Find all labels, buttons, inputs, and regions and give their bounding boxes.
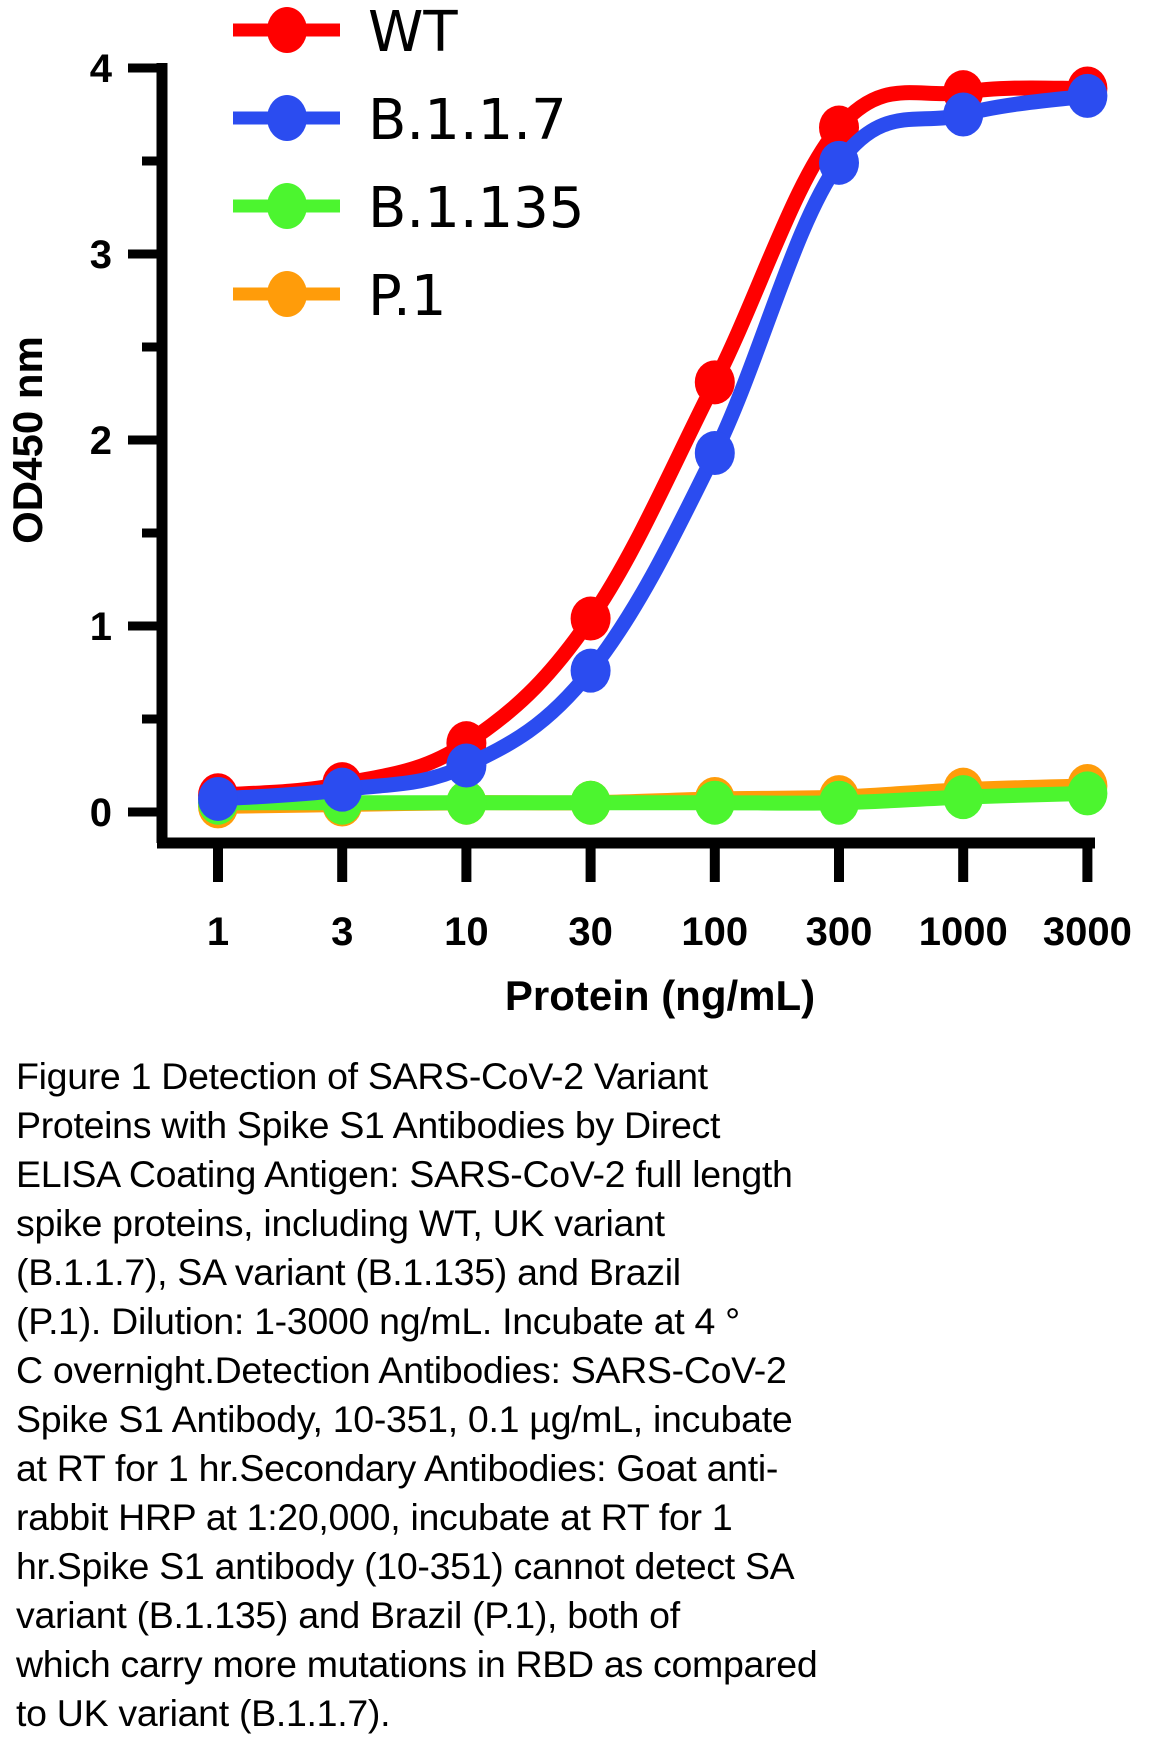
- data-point: [322, 767, 363, 812]
- data-point: [1067, 771, 1108, 816]
- data-point: [819, 105, 859, 150]
- x-ticks: 1 3 10 30 100 300 1000 3000: [207, 843, 1132, 954]
- y-axis-title: OD450 nm: [4, 336, 51, 544]
- x-axis-title: Protein (ng/mL): [505, 972, 815, 1019]
- data-point: [446, 780, 487, 825]
- data-point: [819, 140, 859, 185]
- y-tick-label: 3: [90, 233, 112, 277]
- legend-label: WT: [368, 0, 458, 65]
- legend-label: P.1: [368, 264, 446, 329]
- data-point: [694, 780, 735, 825]
- data-point: [446, 743, 487, 788]
- legend-label: B.1.1.7: [368, 88, 567, 153]
- x-tick-label: 100: [681, 910, 748, 954]
- legend-item: P.1: [233, 264, 446, 329]
- series-line: [217, 80, 1088, 803]
- x-tick-label: 1: [207, 910, 229, 954]
- series-layer: [198, 66, 1108, 829]
- series-wt: [198, 66, 1108, 818]
- y-tick-label: 2: [90, 419, 112, 463]
- legend-marker-swatch: [267, 183, 307, 229]
- data-point: [1067, 73, 1108, 118]
- legend-marker-swatch: [267, 271, 307, 317]
- data-point: [943, 775, 984, 820]
- y-tick-label: 4: [90, 47, 113, 91]
- data-point: [943, 92, 984, 137]
- data-point: [570, 648, 611, 693]
- figure-caption: Figure 1 Detection of SARS-CoV-2 Variant…: [16, 1055, 818, 1734]
- legend-item: WT: [233, 0, 458, 65]
- data-point: [570, 596, 611, 641]
- x-tick-label: 10: [444, 910, 489, 954]
- elisa-chart: 0 1 2 3 4 1 3 10 30 100 300 1000 3000 OD450 nm Prot…: [4, 0, 1132, 1019]
- series-b-1-1-7: [198, 73, 1108, 821]
- legend: WT B.1.1.7 B.1.135 P.1: [233, 0, 585, 329]
- x-tick-label: 1000: [919, 910, 1008, 954]
- legend-marker-swatch: [267, 95, 307, 141]
- y-tick-label: 0: [90, 791, 112, 835]
- data-point: [198, 776, 238, 821]
- data-point: [819, 780, 859, 825]
- series-line: [217, 88, 1089, 807]
- y-ticks: 0 1 2 3 4: [90, 47, 162, 835]
- data-point: [694, 360, 735, 405]
- data-point: [694, 431, 735, 476]
- axes: [156, 63, 1095, 849]
- legend-marker-swatch: [267, 7, 307, 53]
- legend-label: B.1.135: [368, 176, 585, 241]
- x-tick-label: 300: [806, 910, 873, 954]
- y-tick-label: 1: [90, 605, 112, 649]
- legend-item: B.1.135: [233, 176, 585, 241]
- data-point: [570, 780, 611, 825]
- x-tick-label: 3: [331, 910, 353, 954]
- x-tick-label: 3000: [1043, 910, 1132, 954]
- x-tick-label: 30: [568, 910, 613, 954]
- legend-item: B.1.1.7: [233, 88, 567, 153]
